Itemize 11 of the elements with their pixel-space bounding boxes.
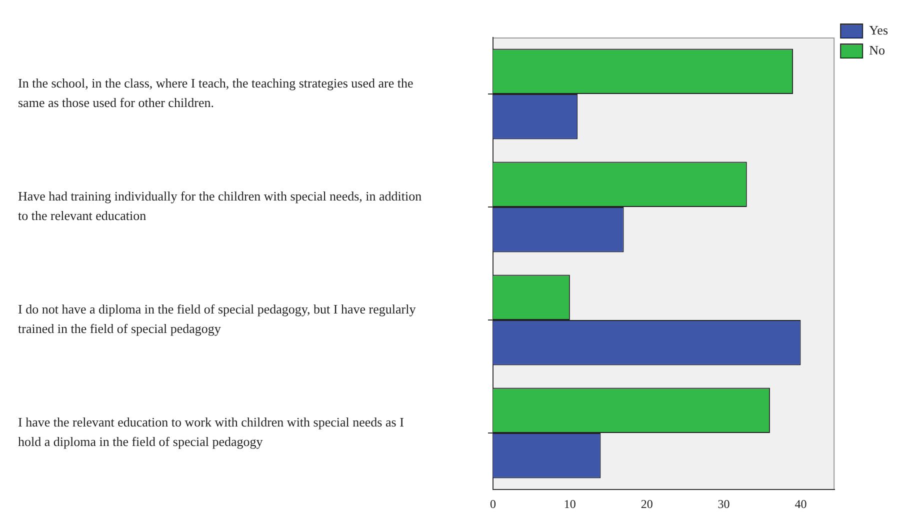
- x-tick-label: 20: [640, 496, 653, 511]
- x-tick-label: 0: [490, 496, 496, 511]
- y-tick-label: Have had training individually for the children with special needs, in addition to the relevant education: [18, 188, 422, 224]
- x-tick-label: 30: [718, 496, 730, 511]
- y-tick-label: In the school, in the class, where I teach, the teaching strategies used are the same as those used for other children.: [18, 76, 414, 110]
- x-tick-label: 40: [794, 496, 807, 511]
- legend-label: No: [869, 42, 885, 58]
- legend-label: Yes: [869, 22, 888, 38]
- y-tick-label: I have the relevant education to work with children with special needs as I hold a diploma in the field of special pedagogy: [18, 414, 404, 450]
- y-tick-label: I do not have a diploma in the field of special pedagogy, but I have regularly trained in the field of special pedagogy: [18, 302, 416, 336]
- x-tick-label: 10: [564, 496, 576, 511]
